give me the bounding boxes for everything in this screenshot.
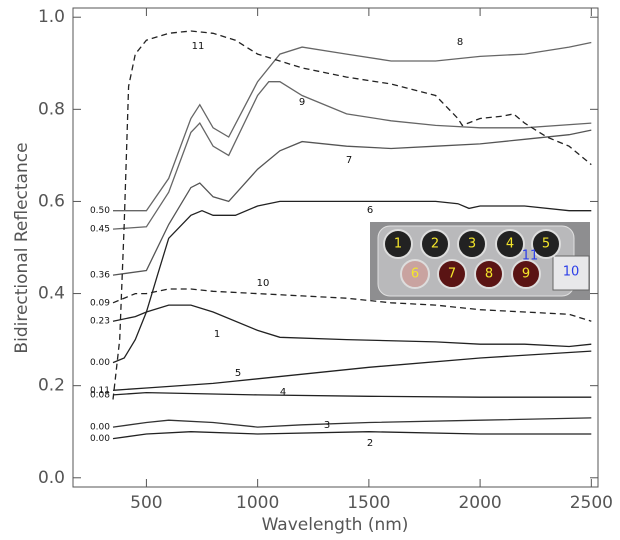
line xyxy=(112,417,592,428)
y-tick-label: 0.4 xyxy=(38,284,65,304)
offset-label: 0.23 xyxy=(90,317,110,327)
y-tick-label: 0.6 xyxy=(38,191,65,211)
inset-label: 1 xyxy=(394,237,402,252)
line xyxy=(112,304,592,348)
y-tick-label: 0.2 xyxy=(38,376,65,396)
x-tick-label: 1000 xyxy=(236,493,279,513)
inset-well xyxy=(531,229,561,259)
curve-label: 6 xyxy=(367,205,373,216)
y-tick-label: 0.8 xyxy=(38,99,65,119)
x-tick-label: 1500 xyxy=(347,493,390,513)
curve-label: 8 xyxy=(457,37,463,48)
inset-well xyxy=(511,259,541,289)
line xyxy=(112,200,592,364)
inset-well xyxy=(383,229,413,259)
inset-well xyxy=(420,229,450,259)
curve-label: 11 xyxy=(192,41,205,52)
curve-label: 5 xyxy=(235,368,241,379)
inset-well xyxy=(495,229,525,259)
inset-well xyxy=(437,259,467,289)
inset-photo: 1 2 3 4 5 6 7 8 9 10 11 xyxy=(370,222,590,300)
line xyxy=(112,30,592,400)
inset-label: 10 xyxy=(563,265,580,280)
line xyxy=(112,288,592,322)
line xyxy=(112,391,592,398)
inset-label: 7 xyxy=(448,267,456,282)
inset-well xyxy=(457,229,487,259)
offset-label: 0.00 xyxy=(90,423,110,433)
inset-label: 2 xyxy=(431,237,439,252)
offset-label: 0.45 xyxy=(90,225,110,235)
line xyxy=(112,81,592,230)
inset-label: 3 xyxy=(468,237,476,252)
y-tick-label: 0.0 xyxy=(38,468,65,488)
offset-label: 0.50 xyxy=(90,206,110,216)
curve-label: 4 xyxy=(280,387,286,398)
curve-label: 1 xyxy=(214,329,220,340)
inset-label: 6 xyxy=(411,267,419,282)
inset-well xyxy=(474,259,504,289)
curve-label: 7 xyxy=(346,155,352,166)
inset-label: 5 xyxy=(542,237,550,252)
curve-label: 3 xyxy=(324,420,330,431)
x-tick-label: 2500 xyxy=(570,493,613,513)
inset-well xyxy=(400,259,430,289)
offset-label: 0.00 xyxy=(90,434,110,444)
offset-label: 0.00 xyxy=(90,358,110,368)
x-tick-label: 500 xyxy=(130,493,162,513)
x-axis-label: Wavelength (nm) xyxy=(262,515,409,535)
x-tick-label: 2000 xyxy=(458,493,501,513)
line xyxy=(113,41,592,212)
inset-label: 11 xyxy=(522,249,539,264)
curve-label: 2 xyxy=(367,438,373,449)
offset-label: 0.11 xyxy=(90,386,110,396)
curve-label: 10 xyxy=(257,278,270,289)
line xyxy=(112,129,592,276)
line xyxy=(112,431,592,440)
curve-label: 9 xyxy=(299,97,305,108)
inset-box xyxy=(552,255,590,291)
inset-label: 4 xyxy=(506,237,514,252)
line xyxy=(112,350,592,391)
inset-label: 8 xyxy=(485,267,493,282)
plot-frame xyxy=(72,7,599,488)
offset-label: 0.09 xyxy=(90,298,110,308)
y-tick-label: 1.0 xyxy=(38,7,65,27)
offset-label: 0.36 xyxy=(90,271,110,281)
y-axis-label: Bidirectional Reflectance xyxy=(12,142,32,353)
inset-label: 9 xyxy=(522,267,530,282)
offset-label: 0.08 xyxy=(90,390,110,400)
